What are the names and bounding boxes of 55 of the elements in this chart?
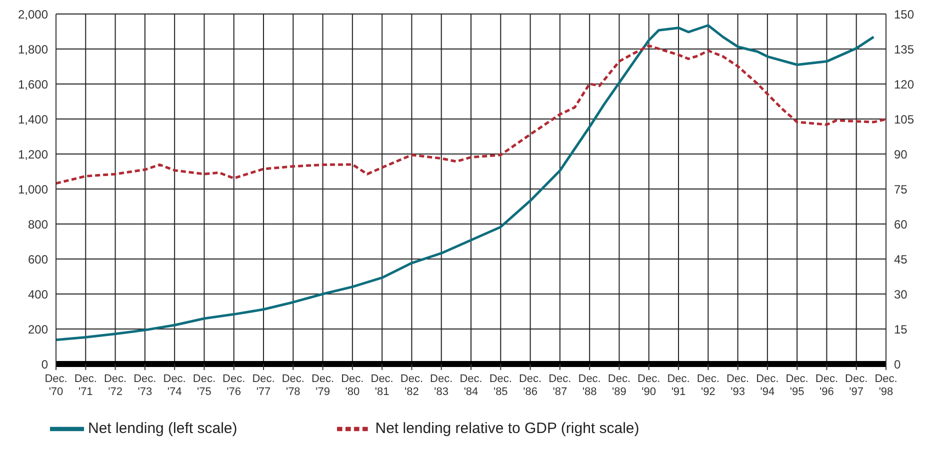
x-tick-label: Dec. '82 (400, 373, 424, 398)
y2-tick-label: 150 (894, 7, 914, 22)
x-tick-label: Dec. '92 (696, 373, 720, 398)
y-tick-label: 400 (28, 287, 48, 302)
legend-label: Net lending (left scale) (88, 420, 238, 437)
x-tick-label: Dec. '81 (370, 373, 394, 398)
y-tick-label: 200 (28, 322, 48, 336)
x-tick-label: Dec. '89 (608, 373, 631, 398)
x-tick-label: Dec. '91 (667, 373, 690, 398)
x-tick-label: Dec. '93 (726, 373, 750, 398)
y2-tick-label: 135 (894, 42, 914, 56)
line-series (56, 24, 875, 342)
x-tick-label: Dec. '80 (341, 373, 364, 398)
y2-tick-label: 30 (894, 287, 908, 302)
y-tick-label: 1,200 (18, 147, 48, 162)
y-tick-label: 1,800 (18, 42, 48, 56)
y2-tick-label: 75 (894, 182, 908, 196)
y-tick-label: 1,000 (18, 182, 48, 196)
y2-tick-label: 45 (894, 252, 908, 266)
y2-tick-label: 105 (894, 112, 914, 126)
y-tick-label: 1,400 (18, 112, 48, 126)
y2-tick-label: 15 (894, 322, 908, 336)
x-tick-label: Dec. '95 (786, 373, 808, 398)
x-tick-label: Dec. '77 (252, 373, 275, 398)
x-tick-label: Dec. '74 (163, 373, 186, 398)
y-tick-label: 2,000 (18, 7, 48, 22)
x-tick-label: Dec. '87 (548, 373, 572, 398)
x-tick-label: Dec. '78 (282, 373, 304, 398)
y-tick-label: 1,600 (18, 77, 48, 92)
x-tick-label: Dec. '83 (430, 373, 453, 398)
x-tick-label: Dec. '85 (489, 373, 512, 398)
x-tick-label: Dec. '76 (222, 373, 246, 398)
x-tick-label: Dec. '75 (192, 373, 216, 398)
x-tick-label: Dec. '73 (134, 373, 156, 398)
x-tick-label: Dec. '84 (460, 373, 482, 398)
x-tick-label: Dec. '72 (104, 373, 127, 398)
y2-tick-label: 60 (894, 217, 908, 232)
line-series (56, 44, 886, 185)
y2-tick-label: 90 (894, 147, 908, 162)
x-tick-label: Dec. '96 (815, 373, 838, 398)
legend-label: Net lending relative to GDP (right scale) (375, 420, 640, 437)
x-tick-label: Dec. '86 (518, 373, 542, 398)
x-tick-label: Dec. '90 (638, 373, 660, 398)
y-tick-label: 800 (28, 217, 48, 232)
y2-tick-label: 0 (894, 357, 901, 372)
x-tick-label: Dec. '71 (74, 373, 97, 398)
y-tick-label: 0 (41, 357, 48, 372)
x-tick-label: Dec. '88 (578, 373, 601, 398)
x-tick-label: Dec. '94 (756, 373, 779, 398)
x-tick-label: Dec. '98 (874, 373, 898, 398)
x-tick-label: Dec. '79 (311, 373, 334, 398)
x-tick-label: Dec. '97 (845, 373, 868, 398)
x-tick-label: Dec. '70 (44, 373, 68, 398)
y-tick-label: 600 (28, 252, 48, 266)
y2-tick-label: 120 (894, 77, 914, 92)
